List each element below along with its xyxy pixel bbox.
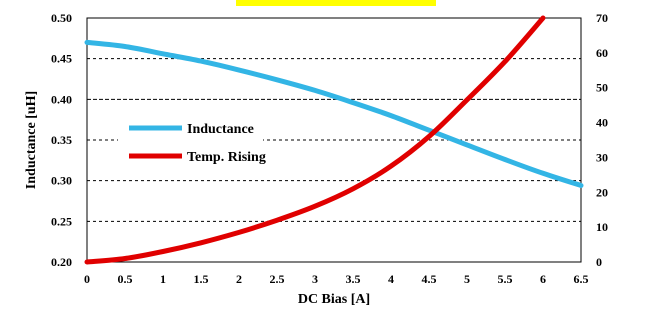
legend-label-inductance: Inductance <box>187 122 254 137</box>
y-tick-label: 0.20 <box>51 255 72 269</box>
x-tick-label: 4.5 <box>422 272 437 286</box>
y-tick-label: 0.30 <box>51 174 72 188</box>
x-tick-label: 3 <box>312 272 318 286</box>
legend-label-temp-rising: Temp. Rising <box>187 150 266 165</box>
y2-tick-label: 40 <box>596 116 608 130</box>
x-tick-label: 5.5 <box>498 272 513 286</box>
y2-tick-label: 20 <box>596 185 608 199</box>
x-tick-label: 2.5 <box>270 272 285 286</box>
gridlines <box>87 58 581 222</box>
y-tick-label: 0.45 <box>51 52 72 66</box>
x-axis-title: DC Bias [A] <box>298 292 370 307</box>
series-line-inductance <box>84 39 584 188</box>
x-tick-label: 0.5 <box>118 272 133 286</box>
x-tick-label: 5 <box>464 272 470 286</box>
y-tick-labels: 0.20 0.25 0.30 0.35 0.40 0.45 0.50 <box>51 11 72 269</box>
x-tick-label: 3.5 <box>346 272 361 286</box>
y2-tick-label: 70 <box>596 11 608 25</box>
y2-tick-label: 0 <box>596 255 602 269</box>
y-tick-label: 0.50 <box>51 11 72 25</box>
series-layer <box>84 15 584 265</box>
legend: Inductance Temp. Rising <box>118 110 266 168</box>
x-tick-labels: 0 0.5 1 1.5 2 2.5 3 3.5 4 4.5 5 5.5 6 6.5 <box>84 272 589 286</box>
x-tick-label: 1 <box>160 272 166 286</box>
y-tick-label: 0.40 <box>51 92 72 106</box>
y-tick-label: 0.25 <box>51 214 72 228</box>
x-tick-label: 4 <box>388 272 394 286</box>
y2-tick-label: 60 <box>596 46 608 60</box>
y2-tick-labels: 0 10 20 30 40 50 60 70 <box>596 11 608 269</box>
x-tick-label: 6 <box>540 272 546 286</box>
y2-tick-label: 30 <box>596 150 608 164</box>
plot-area-frame <box>86 17 582 263</box>
x-tick-label: 0 <box>84 272 90 286</box>
y2-tick-label: 10 <box>596 220 608 234</box>
y2-tick-label: 50 <box>596 81 608 95</box>
chart-title-highlight <box>236 0 436 6</box>
series-line-temp-rising <box>84 15 546 265</box>
y-tick-label: 0.35 <box>51 133 72 147</box>
y-axis-title: Inductance [uH] <box>24 91 39 189</box>
x-tick-label: 2 <box>236 272 242 286</box>
x-tick-label: 6.5 <box>574 272 589 286</box>
x-tick-label: 1.5 <box>194 272 209 286</box>
